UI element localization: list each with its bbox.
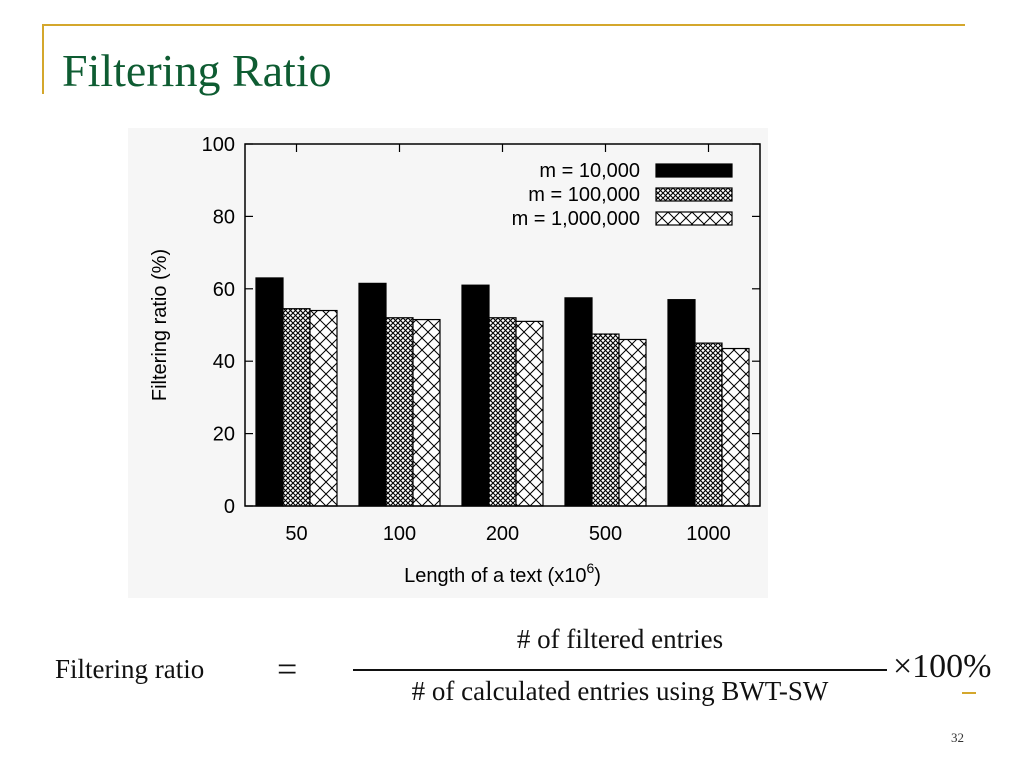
page-number: 32 bbox=[951, 730, 964, 745]
bar-3-200 bbox=[515, 320, 544, 507]
bar-1-50 bbox=[255, 277, 284, 507]
bar-2-200 bbox=[488, 317, 517, 507]
formula-numerator: # of filtered entries bbox=[516, 624, 724, 654]
legend-swatch-2 bbox=[655, 187, 733, 202]
legend-swatch-1 bbox=[655, 163, 733, 178]
bar-1-500 bbox=[564, 297, 593, 507]
y-tick-label-80: 80 bbox=[213, 206, 235, 228]
y-tick-label-100: 100 bbox=[202, 134, 235, 156]
bar-2-50 bbox=[282, 308, 311, 507]
x-tick-label-500: 500 bbox=[589, 523, 622, 545]
slide-top-rule bbox=[42, 24, 965, 26]
slide-right-tick bbox=[962, 692, 976, 694]
slide-left-rule bbox=[42, 24, 44, 94]
x-tick-label-200: 200 bbox=[486, 523, 519, 545]
bar-2-100 bbox=[385, 317, 414, 507]
bar-chart: 0 20 40 60 80 100 50 100 200 500 1000 Length of a t… bbox=[149, 134, 761, 587]
formula-equals: = bbox=[277, 649, 298, 689]
y-tick-label-0: 0 bbox=[224, 496, 235, 518]
legend-label-2: m = 100,000 bbox=[528, 184, 640, 206]
y-axis-label: Filtering ratio (%) bbox=[149, 249, 171, 401]
x-tick-label-100: 100 bbox=[383, 523, 416, 545]
bar-2-1000 bbox=[694, 342, 723, 507]
x-tick-label-50: 50 bbox=[285, 523, 307, 545]
bar-1-100 bbox=[358, 282, 387, 507]
bar-1-200 bbox=[461, 284, 490, 507]
y-tick-label-40: 40 bbox=[213, 351, 235, 373]
bar-1-1000 bbox=[667, 299, 696, 507]
y-tick-label-20: 20 bbox=[213, 424, 235, 446]
bar-3-50 bbox=[309, 309, 338, 507]
bar-3-500 bbox=[618, 338, 647, 507]
bar-2-500 bbox=[591, 333, 620, 507]
legend-swatch-3 bbox=[655, 211, 733, 226]
slide-title: Filtering Ratio bbox=[62, 45, 332, 96]
bar-3-100 bbox=[412, 318, 441, 507]
formula-denominator: # of calculated entries using BWT-SW bbox=[411, 676, 829, 706]
formula-multiplier: ×100% bbox=[893, 648, 992, 685]
chart-area: 0 20 40 60 80 100 50 100 200 500 1000 Length of a t… bbox=[128, 128, 768, 598]
y-tick-label-60: 60 bbox=[213, 279, 235, 301]
x-tick-label-1000: 1000 bbox=[686, 523, 731, 545]
legend-label-3: m = 1,000,000 bbox=[512, 208, 640, 230]
formula-lhs: Filtering ratio bbox=[55, 654, 205, 684]
fraction-bar bbox=[353, 669, 887, 671]
x-axis-label: Length of a text (x106) bbox=[404, 560, 601, 587]
bar-3-1000 bbox=[721, 347, 750, 507]
filtering-ratio-formula: Filtering ratio = # of filtered entries … bbox=[55, 624, 992, 714]
legend-label-1: m = 10,000 bbox=[539, 160, 640, 182]
